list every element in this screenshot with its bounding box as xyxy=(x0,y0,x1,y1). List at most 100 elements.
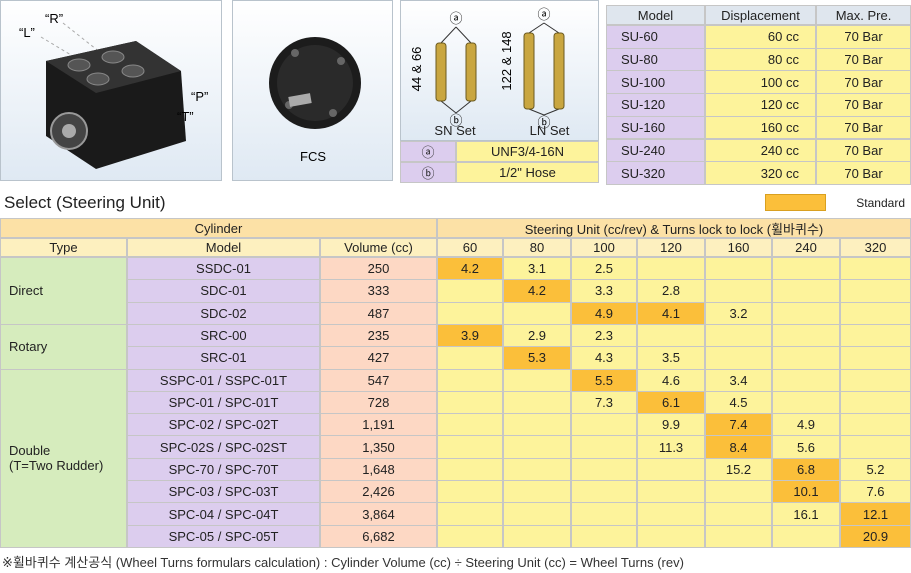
spec-cell: 320 cc xyxy=(705,161,816,185)
column-header: Model xyxy=(127,238,320,257)
column-header: 320 xyxy=(840,238,911,257)
model-cell: SPC-03 / SPC-03T xyxy=(127,480,320,504)
volume-cell: 235 xyxy=(320,323,437,348)
spec-cell: 240 cc xyxy=(705,138,816,163)
diagram-mark: ⓐ xyxy=(537,7,550,22)
empty-cell xyxy=(705,279,772,303)
hose-value: UNF3/4-16N xyxy=(456,141,599,162)
turns-cell: 20.9 xyxy=(840,524,911,548)
model-cell: SSPC-01 / SSPC-01T xyxy=(127,368,320,392)
empty-cell xyxy=(437,435,503,459)
model-cell: SPC-04 / SPC-04T xyxy=(127,502,320,526)
type-cell: Double (T=Two Rudder) xyxy=(0,368,127,548)
empty-cell xyxy=(437,457,503,482)
turns-cell: 5.2 xyxy=(840,457,911,482)
spec-cell: 70 Bar xyxy=(816,70,911,95)
fcs-photo: FCS xyxy=(232,0,393,181)
empty-cell xyxy=(840,323,911,348)
turns-cell: 2.3 xyxy=(571,323,637,348)
diagram-mark: ⓑ xyxy=(449,113,462,128)
spec-cell: SU-160 xyxy=(606,115,705,140)
length-label: 44 & 66 xyxy=(409,47,424,92)
spec-cell: SU-320 xyxy=(606,161,705,185)
turns-cell: 4.2 xyxy=(437,257,503,281)
empty-cell xyxy=(705,257,772,281)
empty-cell xyxy=(840,301,911,325)
empty-cell xyxy=(637,524,705,548)
steering-unit-drawing: “R” “L” “P” “T” xyxy=(19,11,208,169)
turns-cell: 3.9 xyxy=(437,323,503,348)
volume-cell: 250 xyxy=(320,257,437,281)
type-label: (T=Two Rudder) xyxy=(9,458,104,474)
volume-cell: 1,191 xyxy=(320,413,437,437)
spec-cell: SU-80 xyxy=(606,47,705,72)
empty-cell xyxy=(571,435,637,459)
legend-swatch xyxy=(765,194,826,211)
turns-cell: 8.4 xyxy=(705,435,772,459)
spec-cell: 70 Bar xyxy=(816,25,911,49)
diagram-mark: ⓐ xyxy=(449,11,462,26)
empty-cell xyxy=(840,390,911,415)
type-cell: Direct xyxy=(0,257,127,325)
turns-cell: 6.1 xyxy=(637,390,705,415)
empty-cell xyxy=(840,346,911,370)
turns-cell: 7.3 xyxy=(571,390,637,415)
model-cell: SDC-02 xyxy=(127,301,320,325)
volume-cell: 2,426 xyxy=(320,480,437,504)
port-label: “P” xyxy=(191,89,208,104)
model-cell: SRC-01 xyxy=(127,346,320,370)
turns-cell: 5.5 xyxy=(571,368,637,392)
turns-cell: 4.5 xyxy=(705,390,772,415)
legend-label: Standard xyxy=(856,196,905,210)
turns-cell: 3.1 xyxy=(503,257,571,281)
empty-cell xyxy=(705,323,772,348)
empty-cell xyxy=(437,413,503,437)
port-label: “T” xyxy=(177,109,194,124)
empty-cell xyxy=(840,413,911,437)
header-group: Cylinder xyxy=(0,218,437,238)
empty-cell xyxy=(571,524,637,548)
spec-cell: 80 cc xyxy=(705,47,816,72)
type-label: Double xyxy=(9,443,51,459)
model-cell: SPC-02 / SPC-02T xyxy=(127,413,320,437)
column-header: 160 xyxy=(705,238,772,257)
volume-cell: 547 xyxy=(320,368,437,392)
empty-cell xyxy=(705,480,772,504)
turns-cell: 11.3 xyxy=(637,435,705,459)
spec-header: Model xyxy=(606,5,705,25)
volume-cell: 1,648 xyxy=(320,457,437,482)
turns-cell: 3.5 xyxy=(637,346,705,370)
model-cell: SPC-01 / SPC-01T xyxy=(127,390,320,415)
empty-cell xyxy=(772,301,840,325)
empty-cell xyxy=(840,435,911,459)
volume-cell: 3,864 xyxy=(320,502,437,526)
empty-cell xyxy=(772,524,840,548)
empty-cell xyxy=(437,301,503,325)
spec-cell: 160 cc xyxy=(705,115,816,140)
type-label: Rotary xyxy=(9,339,48,355)
model-cell: SRC-00 xyxy=(127,323,320,348)
spec-cell: 70 Bar xyxy=(816,93,911,117)
hose-photo: 44 & 66 122 & 148 ⓐ ⓑ ⓐ ⓑ xyxy=(400,0,599,141)
hose-key: ⓑ xyxy=(400,161,456,183)
turns-cell: 5.3 xyxy=(503,346,571,370)
empty-cell xyxy=(503,435,571,459)
empty-cell xyxy=(840,368,911,392)
empty-cell xyxy=(503,368,571,392)
volume-cell: 487 xyxy=(320,301,437,325)
empty-cell xyxy=(503,457,571,482)
turns-cell: 2.8 xyxy=(637,279,705,303)
turns-cell: 4.3 xyxy=(571,346,637,370)
volume-cell: 427 xyxy=(320,346,437,370)
column-header: 80 xyxy=(503,238,571,257)
empty-cell xyxy=(637,323,705,348)
empty-cell xyxy=(437,480,503,504)
empty-cell xyxy=(571,413,637,437)
fcs-label: FCS xyxy=(300,149,326,164)
turns-cell: 4.2 xyxy=(503,279,571,303)
turns-cell: 7.4 xyxy=(705,413,772,437)
empty-cell xyxy=(437,279,503,303)
turns-cell: 6.8 xyxy=(772,457,840,482)
hose-key: ⓐ xyxy=(400,141,456,162)
empty-cell xyxy=(772,346,840,370)
